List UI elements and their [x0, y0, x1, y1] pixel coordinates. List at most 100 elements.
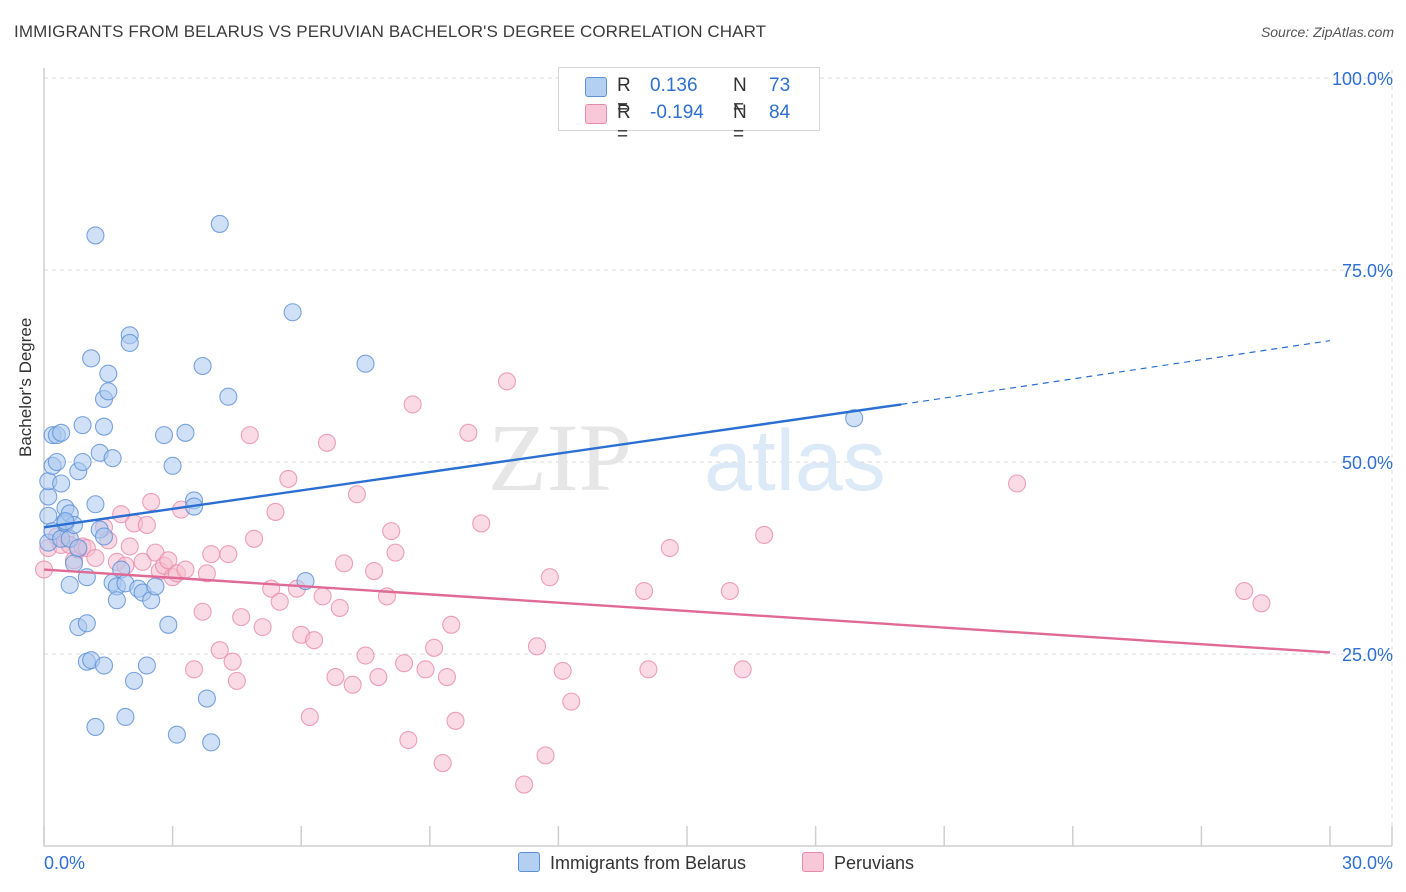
belarus-point — [52, 423, 71, 442]
belarus-point — [99, 382, 118, 401]
peruvian-point — [536, 746, 555, 765]
peruvian-point — [527, 637, 547, 656]
belarus-point — [146, 577, 165, 596]
belarus-point — [47, 452, 66, 472]
peruvians-swatch — [585, 104, 607, 124]
peruvian-point — [223, 652, 242, 671]
peruvian-point — [395, 654, 414, 673]
legend-item-belarus[interactable]: Immigrants from Belarus — [518, 852, 746, 874]
watermark-atlas: atlas — [704, 413, 886, 509]
peruvian-point — [347, 485, 366, 504]
belarus-point — [845, 409, 864, 428]
belarus-point — [39, 506, 58, 525]
peruvian-point — [660, 538, 679, 558]
n-label: N = — [733, 75, 747, 118]
peruvian-point — [240, 426, 259, 445]
belarus-point — [94, 527, 114, 546]
peruvian-point — [369, 667, 388, 687]
watermark-zip: ZIP — [488, 404, 632, 511]
n-value: 84 — [769, 102, 791, 123]
peruvian-point — [202, 545, 221, 564]
peruvian-point — [120, 537, 139, 556]
x-tick-label-max: 30.0% — [1342, 853, 1393, 873]
peruvians-legend-swatch — [802, 852, 824, 872]
peruvian-point — [515, 775, 534, 794]
peruvian-point — [437, 667, 456, 687]
peruvian-point — [497, 372, 517, 391]
belarus-point — [163, 456, 182, 475]
belarus-point — [197, 689, 216, 708]
peruvian-point — [343, 675, 362, 694]
peruvian-point — [253, 618, 272, 637]
peruvian-point — [232, 608, 251, 627]
peruvian-point — [266, 502, 285, 521]
peruvian-point — [733, 660, 752, 679]
peruvian-point — [1008, 474, 1027, 493]
r-value: 0.136 — [650, 75, 698, 96]
peruvian-point — [356, 646, 375, 665]
belarus-point — [69, 538, 88, 558]
peruvian-point — [472, 514, 491, 533]
peruvian-point — [326, 667, 345, 687]
legend-label: Peruvians — [834, 853, 915, 873]
belarus-point — [154, 426, 174, 445]
belarus-point — [86, 495, 105, 514]
peruvian-point — [386, 543, 405, 562]
peruvian-point — [446, 711, 465, 730]
peruvian-point — [382, 522, 401, 541]
peruvian-point — [86, 548, 105, 568]
belarus-point — [99, 364, 118, 383]
x-tick-label-min: 0.0% — [44, 853, 85, 873]
belarus-point — [73, 416, 92, 435]
peruvian-point — [193, 602, 212, 621]
belarus-point — [219, 387, 238, 406]
belarus-point — [167, 725, 186, 744]
belarus-point — [39, 487, 58, 506]
peruvian-point — [244, 529, 264, 548]
peruvian-point — [305, 631, 324, 650]
y-tick-label: 75.0% — [1342, 261, 1393, 281]
belarus-point — [193, 356, 212, 376]
belarus-point — [56, 512, 75, 531]
tick-labels: 100.0% 75.0% 50.0% 25.0% 0.0% 30.0% — [44, 69, 1393, 873]
belarus-point — [210, 214, 229, 233]
y-tick-label: 50.0% — [1342, 453, 1393, 473]
belarus-point — [356, 354, 375, 373]
watermark: ZIP atlas — [488, 404, 886, 511]
peruvian-point — [755, 525, 774, 545]
belarus-swatch — [585, 77, 607, 97]
belarus-point — [124, 671, 144, 690]
legend-label: Immigrants from Belarus — [550, 853, 747, 873]
peruvian-point — [210, 641, 229, 660]
n-value: 73 — [769, 75, 791, 96]
belarus-point — [176, 423, 195, 442]
r-label: R = — [617, 102, 631, 145]
peruvian-point — [1252, 594, 1271, 613]
peruvian-point — [317, 433, 336, 452]
peruvian-point — [1235, 581, 1254, 601]
peruvian-point — [399, 730, 418, 750]
belarus-point — [94, 656, 114, 675]
peruvian-point — [300, 707, 319, 727]
belarus-point — [103, 449, 122, 468]
peruvian-point — [416, 660, 435, 679]
peruvian-point — [227, 671, 246, 690]
belarus-point — [137, 656, 156, 675]
legend-item-peruvians[interactable]: Peruvians — [802, 852, 914, 874]
peruvian-point — [176, 560, 195, 579]
belarus-point — [86, 717, 105, 737]
axes — [43, 68, 1393, 847]
trend-lines — [43, 340, 1331, 654]
belarus-point — [60, 575, 79, 594]
belarus-point — [94, 417, 114, 436]
belarus-trend-extension — [901, 340, 1331, 405]
scatter-points — [34, 214, 1271, 794]
peruvian-point — [184, 660, 204, 679]
belarus-trend-line — [43, 403, 902, 529]
belarus-point — [159, 615, 178, 634]
belarus-point — [120, 333, 139, 353]
peruvian-point — [330, 598, 349, 617]
belarus-point — [116, 707, 135, 727]
belarus-point — [73, 452, 92, 472]
